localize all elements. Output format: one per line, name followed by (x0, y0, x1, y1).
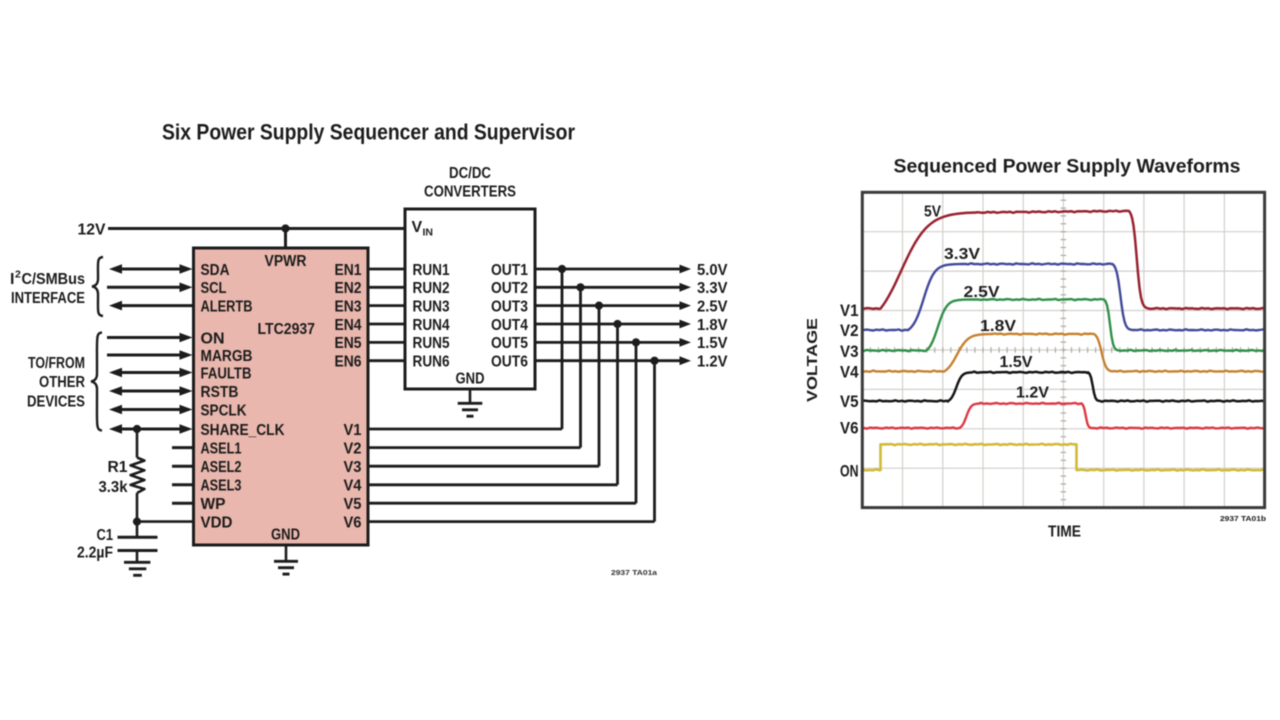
svg-text:ASEL2: ASEL2 (201, 459, 242, 476)
svg-text:OUT5: OUT5 (491, 335, 528, 352)
svg-text:ON: ON (840, 462, 859, 481)
svg-text:VDD: VDD (201, 514, 233, 531)
svg-text:1.2V: 1.2V (1016, 385, 1049, 402)
svg-text:SCL: SCL (201, 280, 227, 297)
svg-text:TO/FROM: TO/FROM (28, 355, 85, 372)
svg-text:2937 TA01b: 2937 TA01b (1220, 514, 1266, 523)
svg-text:CONVERTERS: CONVERTERS (424, 183, 516, 200)
svg-text:Six Power Supply Sequencer and: Six Power Supply Sequencer and Superviso… (162, 119, 575, 144)
svg-text:ON: ON (201, 330, 225, 347)
svg-text:3.3V: 3.3V (944, 246, 980, 263)
svg-text:I: I (10, 271, 14, 288)
svg-text:V1: V1 (344, 422, 362, 439)
svg-text:VOLTAGE: VOLTAGE (804, 318, 821, 402)
svg-text:DEVICES: DEVICES (27, 394, 85, 411)
svg-text:ASEL3: ASEL3 (201, 478, 242, 495)
svg-text:EN1: EN1 (335, 262, 362, 279)
svg-text:OUT2: OUT2 (491, 280, 528, 297)
svg-text:1.2V: 1.2V (697, 354, 728, 371)
svg-text:V2: V2 (840, 321, 859, 340)
svg-text:GND: GND (271, 526, 300, 543)
svg-text:2.5V: 2.5V (697, 298, 728, 315)
svg-text:OUT6: OUT6 (491, 354, 528, 371)
svg-text:V5: V5 (344, 496, 362, 513)
svg-text:1.5V: 1.5V (697, 335, 728, 352)
svg-text:GND: GND (456, 370, 485, 387)
svg-text:V2: V2 (344, 440, 362, 457)
svg-text:V6: V6 (344, 514, 362, 531)
svg-text:SPCLK: SPCLK (201, 402, 247, 419)
svg-text:RUN3: RUN3 (413, 298, 450, 315)
svg-text:EN3: EN3 (335, 298, 362, 315)
svg-text:INTERFACE: INTERFACE (11, 290, 85, 307)
svg-text:RUN1: RUN1 (413, 262, 450, 279)
svg-text:V4: V4 (840, 363, 859, 382)
svg-text:2.2µF: 2.2µF (77, 544, 113, 561)
svg-text:R1: R1 (108, 459, 128, 476)
svg-text:V1: V1 (840, 301, 859, 320)
svg-text:Sequenced Power Supply Wavefor: Sequenced Power Supply Waveforms (894, 156, 1241, 177)
svg-text:FAULTB: FAULTB (201, 365, 252, 382)
svg-text:SDA: SDA (201, 262, 230, 279)
svg-text:1.8V: 1.8V (697, 317, 728, 334)
svg-text:MARGB: MARGB (201, 348, 253, 365)
svg-text:3.3V: 3.3V (697, 280, 728, 297)
svg-text:5V: 5V (924, 203, 941, 220)
svg-text:DC/DC: DC/DC (449, 165, 491, 182)
svg-text:RUN2: RUN2 (413, 280, 450, 297)
svg-text:SHARE_CLK: SHARE_CLK (201, 422, 285, 439)
svg-text:5.0V: 5.0V (697, 262, 728, 279)
svg-text:RUN4: RUN4 (413, 317, 450, 334)
svg-text:V6: V6 (840, 419, 859, 438)
svg-text:TIME: TIME (1048, 523, 1081, 540)
svg-text:OUT1: OUT1 (491, 262, 528, 279)
svg-text:1.8V: 1.8V (980, 318, 1016, 335)
svg-text:RUN5: RUN5 (413, 335, 450, 352)
svg-text:V5: V5 (840, 392, 859, 411)
svg-text:IN: IN (423, 227, 434, 239)
svg-text:LTC2937: LTC2937 (258, 321, 316, 338)
svg-text:EN4: EN4 (335, 317, 362, 334)
svg-text:EN2: EN2 (335, 280, 362, 297)
svg-text:ASEL1: ASEL1 (201, 440, 242, 457)
svg-text:OUT3: OUT3 (491, 298, 528, 315)
svg-text:ALERTB: ALERTB (201, 298, 253, 315)
svg-text:12V: 12V (78, 221, 106, 238)
svg-text:3.3k: 3.3k (99, 479, 128, 496)
svg-text:V: V (412, 219, 423, 236)
svg-text:WP: WP (201, 496, 226, 513)
svg-text:1.5V: 1.5V (1000, 354, 1033, 371)
svg-text:C1: C1 (97, 527, 114, 544)
svg-text:2: 2 (15, 269, 21, 281)
svg-text:2937 TA01a: 2937 TA01a (611, 568, 658, 577)
svg-text:EN5: EN5 (335, 335, 362, 352)
svg-text:EN6: EN6 (335, 354, 362, 371)
svg-text:RUN6: RUN6 (413, 354, 450, 371)
svg-text:OTHER: OTHER (39, 374, 85, 391)
svg-text:V3: V3 (344, 459, 362, 476)
svg-text:V4: V4 (344, 478, 362, 495)
svg-text:2.5V: 2.5V (964, 284, 1000, 301)
svg-text:OUT4: OUT4 (491, 317, 528, 334)
svg-text:V3: V3 (840, 342, 859, 361)
svg-text:C/SMBus: C/SMBus (22, 271, 86, 288)
svg-text:VPWR: VPWR (265, 253, 307, 270)
svg-text:RSTB: RSTB (201, 384, 239, 401)
